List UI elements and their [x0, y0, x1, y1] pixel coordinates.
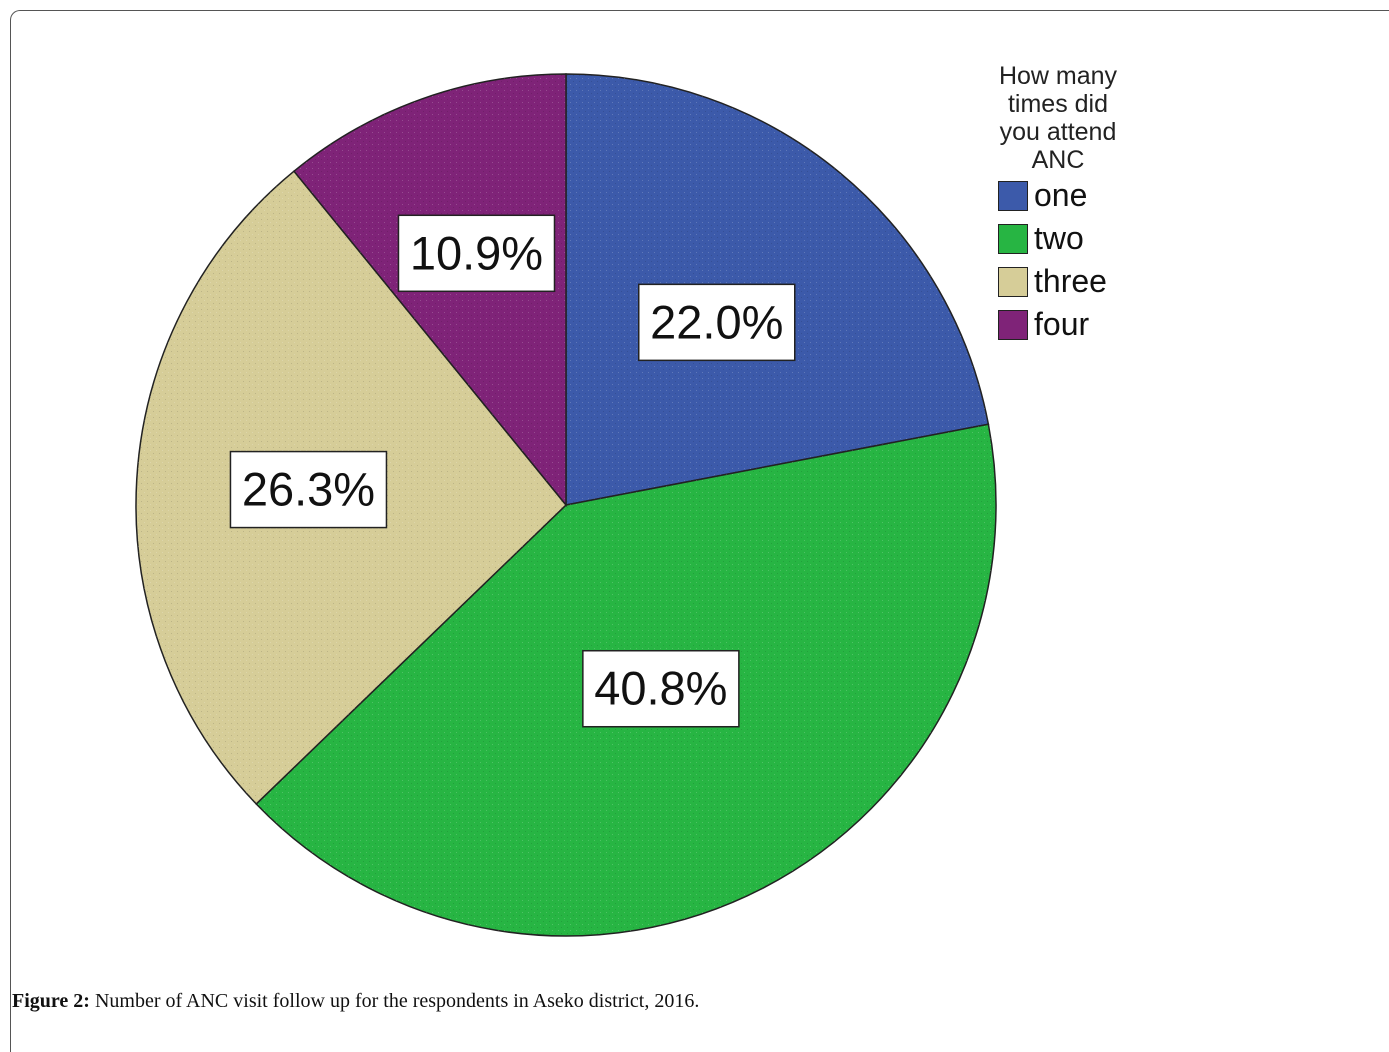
data-label-three: 26.3% [229, 450, 388, 529]
legend-label: four [1034, 306, 1090, 342]
data-label-four: 10.9% [397, 214, 556, 293]
data-label-text: 26.3% [242, 463, 375, 516]
legend-swatch [998, 266, 1028, 297]
legend-item-four: four [990, 303, 1130, 346]
legend-swatch [998, 180, 1028, 211]
data-label-box [229, 450, 388, 529]
data-label-text: 22.0% [650, 295, 783, 348]
legend-label: one [1034, 177, 1088, 213]
pie-data-labels: 22.0% 40.8% 26.3% 10.9% [229, 214, 796, 728]
legend-label: two [1034, 220, 1084, 256]
data-label-box [638, 283, 796, 362]
data-label-box [397, 214, 556, 293]
legend-swatch [998, 309, 1028, 340]
data-label-text: 40.8% [594, 662, 727, 715]
legend-items: one two three four [990, 174, 1130, 346]
figure-caption: Figure 2: Number of ANC visit follow up … [12, 990, 699, 1013]
legend: How many times did you attend ANC one two… [990, 62, 1130, 346]
data-label-box [582, 649, 740, 728]
legend-item-two: two [990, 217, 1130, 260]
legend-label: three [1034, 263, 1107, 299]
data-label-text: 10.9% [410, 226, 543, 279]
data-label-one: 22.0% [638, 283, 796, 362]
legend-item-three: three [990, 260, 1130, 303]
caption-text: Number of ANC visit follow up for the re… [89, 990, 700, 1012]
figure-frame [10, 10, 1389, 1052]
legend-swatch [998, 223, 1028, 254]
caption-label: Figure 2: [12, 990, 90, 1012]
legend-item-one: one [990, 174, 1130, 217]
legend-title: How many times did you attend ANC [998, 62, 1118, 174]
data-label-two: 40.8% [582, 649, 740, 728]
